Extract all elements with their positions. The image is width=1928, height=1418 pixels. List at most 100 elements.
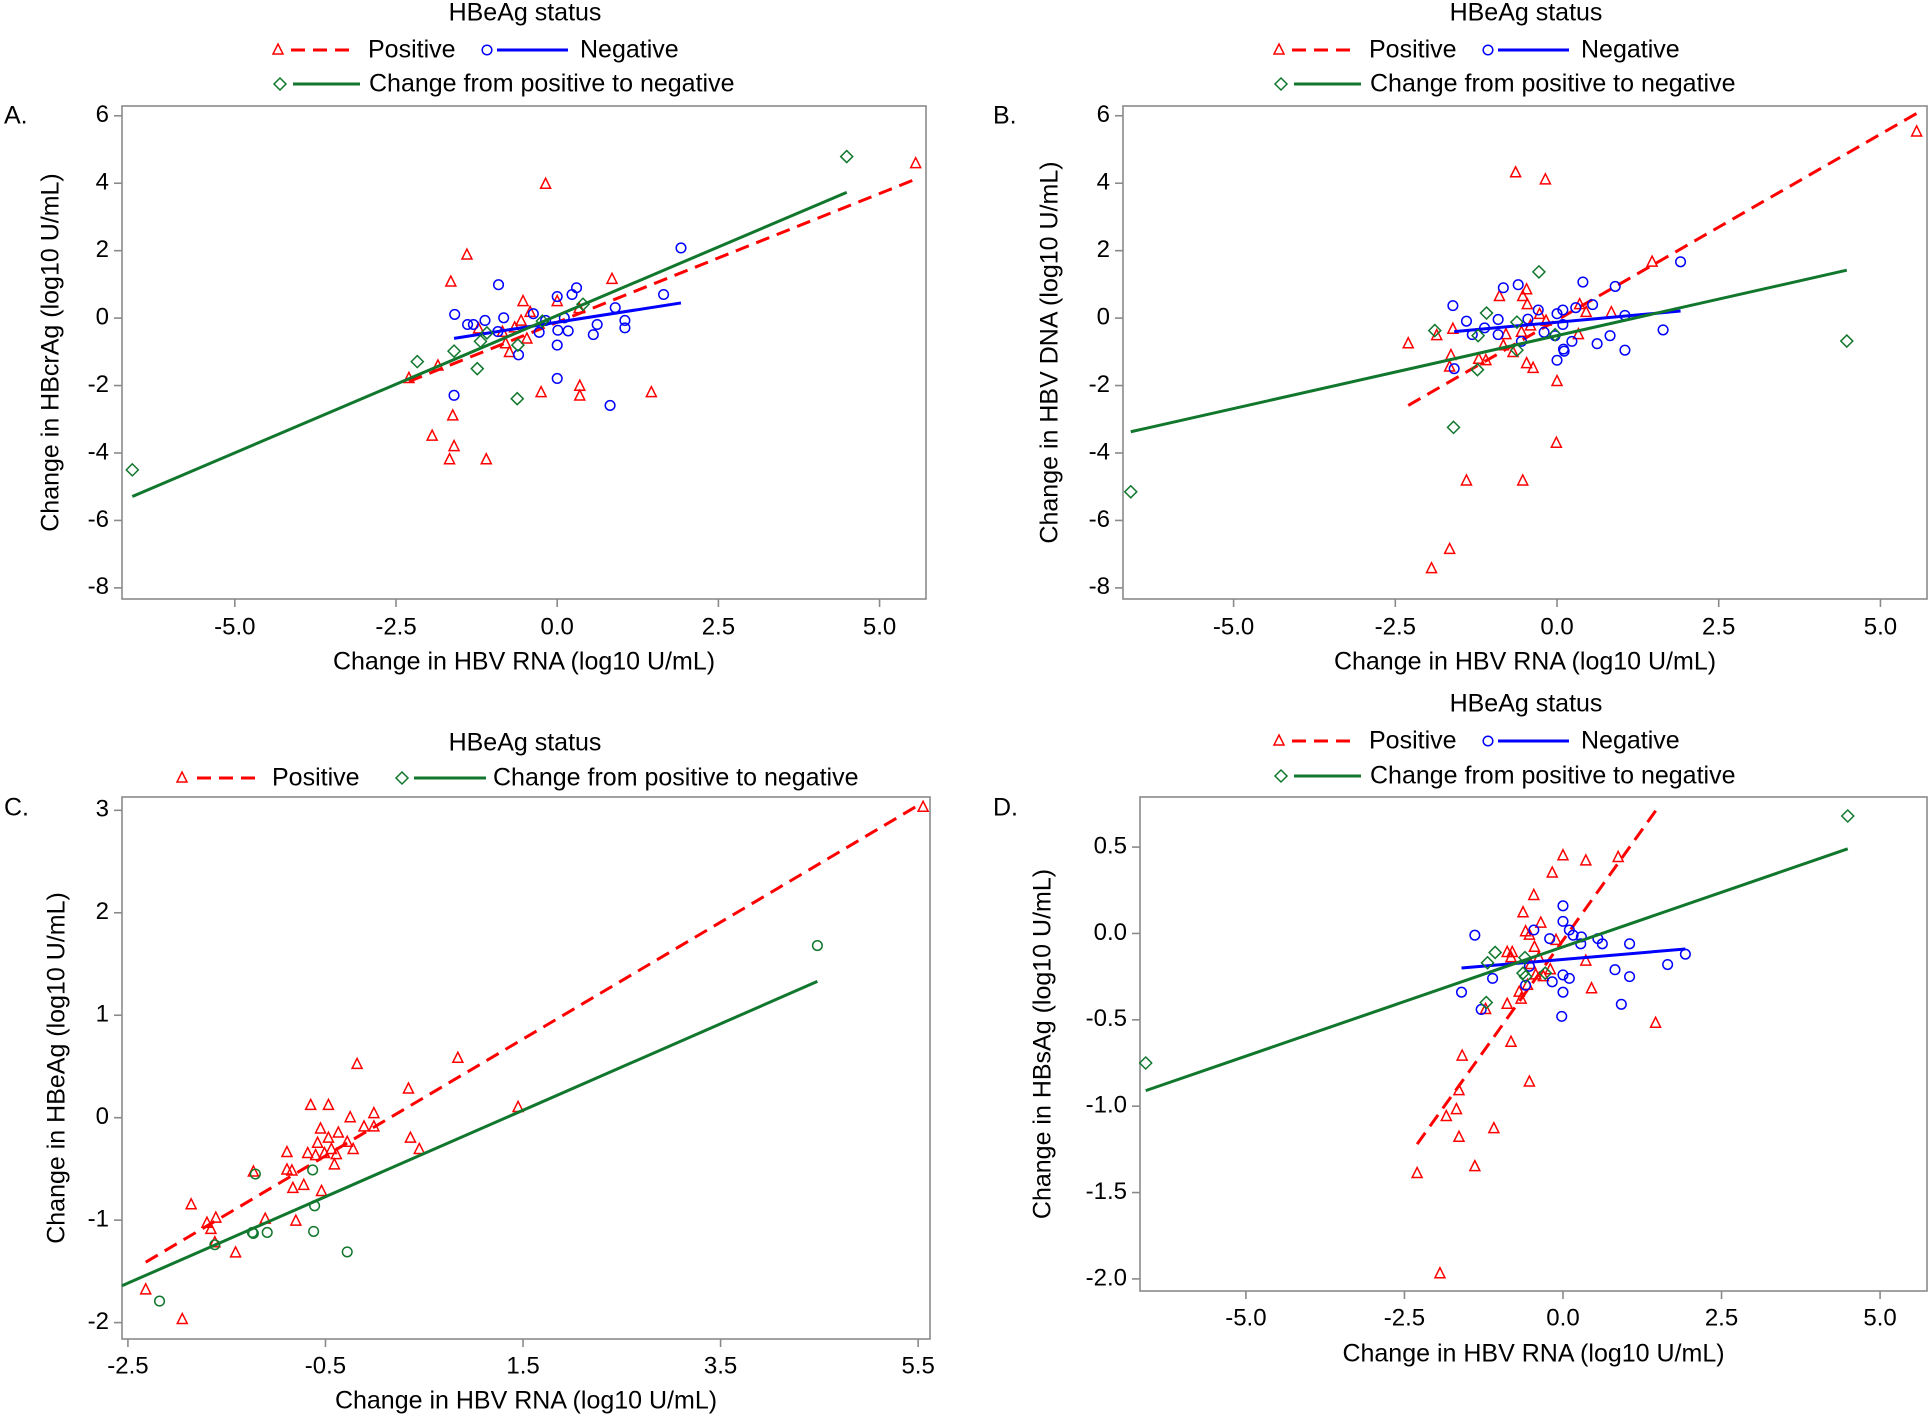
x-axis-label: Change in HBV RNA (log10 U/mL) <box>333 648 715 676</box>
data-point-positive <box>1425 560 1438 574</box>
data-point-positive <box>1516 473 1529 486</box>
data-point-negative <box>570 282 583 294</box>
data-point-change <box>1470 362 1485 377</box>
data-point-negative <box>551 372 563 385</box>
x-tick-label: -2.5 <box>1384 1304 1425 1331</box>
data-point-positive <box>332 1125 345 1138</box>
y-tick-label: 4 <box>96 169 109 196</box>
data-point-positive <box>1509 165 1522 178</box>
data-point-positive <box>1645 254 1659 267</box>
data-point-positive <box>443 452 456 465</box>
panel-label: D. <box>993 794 1018 822</box>
data-point-positive <box>315 1183 328 1197</box>
data-point-positive <box>330 1146 343 1160</box>
data-point-change <box>811 940 823 952</box>
x-tick-label: 0.0 <box>1540 613 1573 640</box>
legend-label: Positive <box>1369 727 1457 755</box>
data-point-positive <box>1504 1034 1518 1048</box>
data-point-positive <box>229 1245 242 1258</box>
data-point-negative <box>1596 938 1608 950</box>
data-point-negative <box>1657 324 1669 336</box>
data-point-positive <box>444 274 458 287</box>
series-positive <box>402 155 922 465</box>
data-point-positive <box>447 438 461 452</box>
data-point-positive <box>451 1050 465 1064</box>
data-point-negative <box>675 242 687 254</box>
y-tick-label: 2 <box>96 236 109 263</box>
data-point-negative <box>1609 280 1621 292</box>
data-point-negative <box>1487 972 1499 984</box>
panel-c: HBeAg status Positive Change from positive… <box>4 729 935 1415</box>
data-point-positive <box>304 1097 317 1111</box>
data-point-positive <box>1452 1129 1466 1143</box>
data-point-positive <box>1500 996 1514 1010</box>
series-change <box>1138 808 1855 1093</box>
data-point-positive <box>1479 1001 1492 1015</box>
data-point-change <box>1138 1055 1153 1071</box>
data-point-change <box>249 1168 261 1180</box>
data-point-positive <box>413 1141 426 1155</box>
data-point-negative <box>591 318 603 331</box>
y-tick-label: -2 <box>1089 371 1110 398</box>
legend-item-negative: Negative <box>1482 727 1680 755</box>
x-tick-label: -5.0 <box>214 613 255 640</box>
data-point-negative <box>1587 299 1599 311</box>
data-point-positive <box>340 1134 354 1148</box>
panel-a: HBeAg status Positive Negative Change from … <box>4 0 927 676</box>
triangle-legend-icon <box>1272 42 1286 55</box>
y-axis-label: Change in HBsAg (log10 U/mL) <box>1029 869 1057 1219</box>
data-point-negative <box>1497 282 1509 294</box>
data-point-positive <box>1516 288 1529 302</box>
data-point-positive <box>1455 1048 1469 1061</box>
data-point-positive <box>285 1163 299 1176</box>
data-point-positive <box>605 271 619 285</box>
data-point-positive <box>1410 1165 1424 1179</box>
data-point-positive <box>1514 991 1528 1004</box>
data-point-positive <box>1611 849 1625 863</box>
data-point-change <box>1479 995 1494 1010</box>
data-point-change <box>1471 328 1486 343</box>
data-point-change <box>1480 955 1495 970</box>
data-point-positive <box>1550 373 1564 387</box>
panel-label: C. <box>4 794 29 822</box>
data-point-positive <box>573 388 586 401</box>
data-point-positive <box>516 293 530 307</box>
y-tick-label: -8 <box>1089 573 1110 600</box>
data-point-positive <box>1446 321 1460 334</box>
legend: HBeAg status Positive Negative Change from … <box>1272 690 1736 790</box>
legend-item-change: Change from positive to negative <box>272 70 735 98</box>
circle-legend-icon <box>1482 735 1494 747</box>
data-point-positive <box>514 313 528 326</box>
diamond-legend-icon <box>394 770 410 786</box>
data-point-positive <box>1402 336 1415 349</box>
data-point-change <box>1488 945 1503 960</box>
data-point-positive <box>1572 326 1585 340</box>
data-point-positive <box>1487 1120 1501 1134</box>
data-point-negative <box>1475 1003 1487 1016</box>
legend-label: Change from positive to negative <box>369 70 735 98</box>
data-point-positive <box>1506 344 1520 358</box>
data-point-negative <box>562 325 574 337</box>
data-point-negative <box>1522 313 1534 325</box>
y-tick-label: -2.0 <box>1086 1264 1127 1291</box>
x-tick-label: 5.0 <box>1864 613 1897 640</box>
legend-label: Change from positive to negative <box>493 764 859 792</box>
data-point-negative <box>1455 986 1468 998</box>
series-positive <box>1402 112 1923 574</box>
data-point-change <box>410 354 425 369</box>
y-tick-label: -2 <box>88 371 109 398</box>
legend-title: HBeAg status <box>1450 0 1603 27</box>
legend-item-positive: Positive <box>1272 727 1457 755</box>
y-tick-label: -1.5 <box>1086 1178 1127 1205</box>
x-tick-label: 0.0 <box>1546 1304 1579 1331</box>
data-point-positive <box>1433 1266 1447 1279</box>
fit-line-change <box>131 190 848 498</box>
data-point-negative <box>1557 969 1569 981</box>
y-axis-label: Change in HBcrAg (log10 U/mL) <box>37 173 65 532</box>
data-point-positive <box>539 176 552 189</box>
data-point-positive <box>534 384 548 398</box>
data-point-positive <box>446 408 459 421</box>
y-axis-label: Change in HBeAg (log10 U/mL) <box>43 892 71 1244</box>
data-point-change <box>307 1164 319 1176</box>
data-point-negative <box>1520 979 1532 991</box>
